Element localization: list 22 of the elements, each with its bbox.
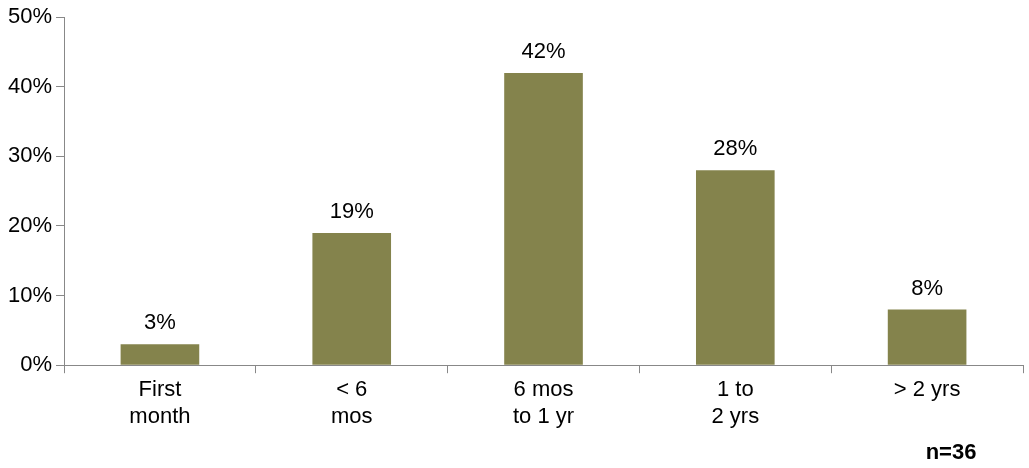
x-tick-label: 6 mos to 1 yr — [512, 376, 575, 428]
y-tick-label: 30% — [7, 142, 53, 168]
bar — [887, 309, 967, 365]
bar — [504, 72, 583, 365]
y-tick-label: 50% — [7, 3, 53, 29]
bar — [312, 232, 392, 365]
x-tick-label: First month — [129, 376, 191, 428]
data-label: 28% — [713, 135, 758, 161]
x-tick-label: > 2 yrs — [893, 376, 961, 402]
y-tick-label: 40% — [7, 72, 53, 98]
text: n=36 — [925, 439, 977, 465]
data-label: 42% — [521, 37, 566, 63]
y-tick-label: 0% — [20, 351, 53, 377]
data-label: 19% — [329, 198, 374, 224]
data-label: 3% — [144, 309, 176, 335]
x-tick-label: 1 to 2 yrs — [711, 376, 760, 428]
y-tick-label: 20% — [7, 212, 53, 238]
bar — [120, 344, 200, 365]
data-label: 8% — [911, 274, 943, 300]
x-tick-label: < 6 mos — [330, 376, 373, 428]
bar — [695, 170, 775, 365]
y-tick-label: 10% — [7, 281, 53, 307]
